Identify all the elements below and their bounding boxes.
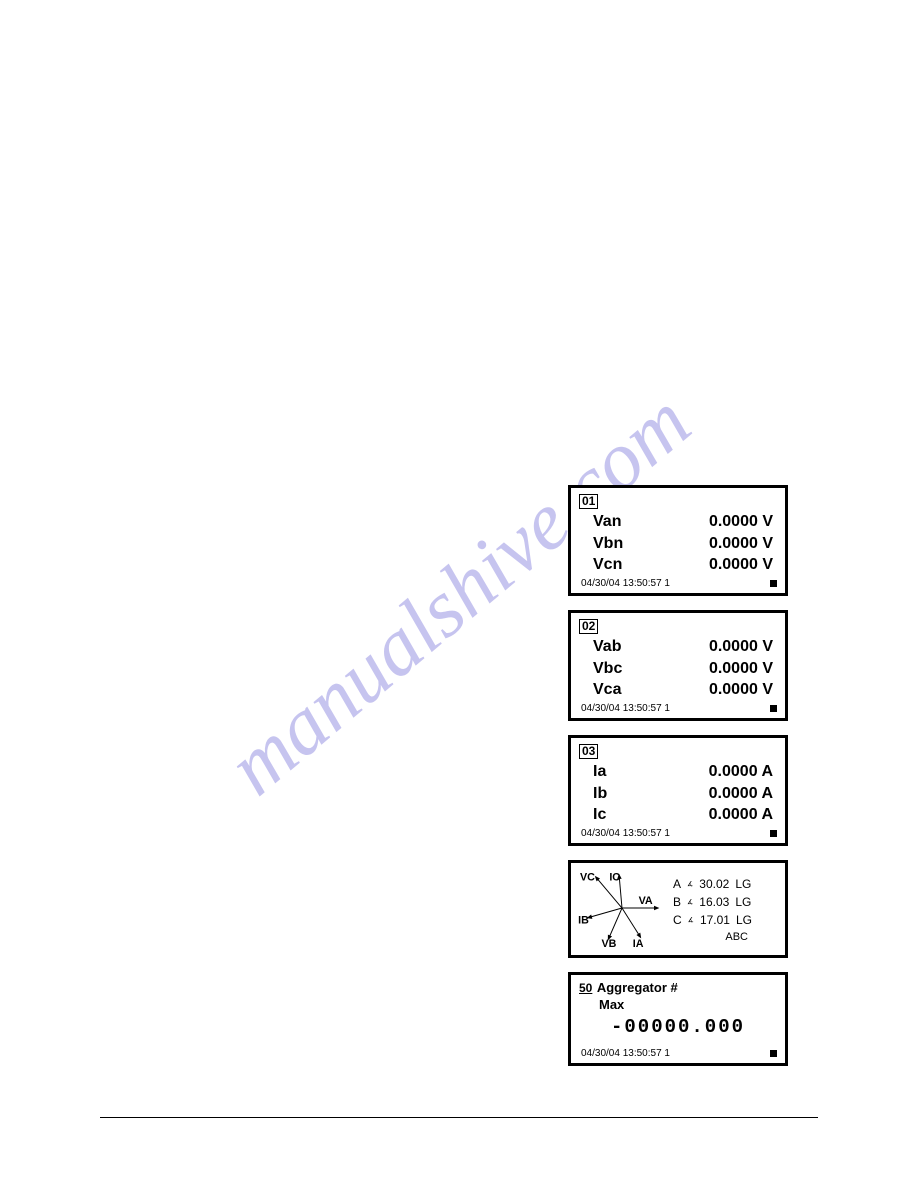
svg-text:IC: IC bbox=[609, 872, 620, 884]
row-vab: Vab0.0000 V bbox=[579, 636, 777, 658]
lg-a: LG bbox=[735, 875, 751, 893]
lg-c: LG bbox=[736, 911, 752, 929]
val-van: 0.0000 V bbox=[637, 511, 773, 533]
svg-text:IB: IB bbox=[578, 915, 589, 927]
phase-b: B bbox=[673, 893, 681, 911]
footer-02: 04/30/04 13:50:57 1 bbox=[579, 701, 777, 714]
row-vbn: Vbn0.0000 V bbox=[579, 533, 777, 555]
panels-column: 01 Van0.0000 V Vbn0.0000 V Vcn0.0000 V 0… bbox=[568, 485, 788, 1080]
val-vab: 0.0000 V bbox=[637, 636, 773, 658]
phasor-row-b: B ∡ 16.03 LG bbox=[673, 893, 752, 911]
dot-icon bbox=[770, 705, 777, 712]
phasor-diagram: VA VB VC IA IB IC bbox=[577, 869, 667, 949]
row-ic: Ic0.0000 A bbox=[579, 804, 777, 826]
svg-text:VC: VC bbox=[580, 872, 595, 884]
phasor-row-a: A ∡ 30.02 LG bbox=[673, 875, 752, 893]
val-vbn: 0.0000 V bbox=[637, 533, 773, 555]
svg-text:VB: VB bbox=[602, 938, 617, 949]
panel-01: 01 Van0.0000 V Vbn0.0000 V Vcn0.0000 V 0… bbox=[568, 485, 788, 596]
ang-a: 30.02 bbox=[699, 875, 729, 893]
svg-text:IA: IA bbox=[633, 938, 644, 949]
panel-02: 02 Vab0.0000 V Vbc0.0000 V Vca0.0000 V 0… bbox=[568, 610, 788, 721]
val-vcn: 0.0000 V bbox=[637, 554, 773, 576]
row-van: Van0.0000 V bbox=[579, 511, 777, 533]
val-ic: 0.0000 A bbox=[637, 804, 773, 826]
footer-agg: 04/30/04 13:50:57 1 bbox=[579, 1046, 777, 1059]
lbl-vbc: Vbc bbox=[593, 658, 637, 680]
lbl-vcn: Vcn bbox=[593, 554, 637, 576]
dot-icon bbox=[770, 830, 777, 837]
agg-value: -00000.000 bbox=[579, 1012, 777, 1046]
lg-b: LG bbox=[735, 893, 751, 911]
agg-sub: Max bbox=[579, 997, 777, 1012]
footer-03: 04/30/04 13:50:57 1 bbox=[579, 826, 777, 839]
row-vca: Vca0.0000 V bbox=[579, 679, 777, 701]
timestamp-02: 04/30/04 13:50:57 1 bbox=[581, 703, 670, 714]
lbl-vca: Vca bbox=[593, 679, 637, 701]
dot-icon bbox=[770, 1050, 777, 1057]
val-vbc: 0.0000 V bbox=[637, 658, 773, 680]
timestamp-03: 04/30/04 13:50:57 1 bbox=[581, 828, 670, 839]
val-ib: 0.0000 A bbox=[637, 783, 773, 805]
phase-c: C bbox=[673, 911, 682, 929]
page-rule bbox=[100, 1117, 818, 1118]
svg-text:VA: VA bbox=[639, 895, 653, 907]
abc-label: ABC bbox=[673, 929, 752, 943]
angle-sym: ∡ bbox=[688, 916, 694, 929]
ang-c: 17.01 bbox=[700, 911, 730, 929]
angle-sym: ∡ bbox=[687, 880, 693, 893]
panel-num-02: 02 bbox=[579, 619, 598, 634]
panel-aggregator: 50 Aggregator # Max -00000.000 04/30/04 … bbox=[568, 972, 788, 1066]
lbl-ib: Ib bbox=[593, 783, 637, 805]
dot-icon bbox=[770, 580, 777, 587]
panel-num-50: 50 bbox=[579, 982, 592, 995]
timestamp-01: 04/30/04 13:50:57 1 bbox=[581, 578, 670, 589]
row-vcn: Vcn0.0000 V bbox=[579, 554, 777, 576]
phasor-table: A ∡ 30.02 LG B ∡ 16.03 LG C ∡ 17.01 LG ABC bbox=[673, 875, 752, 943]
lbl-vab: Vab bbox=[593, 636, 637, 658]
footer-01: 04/30/04 13:50:57 1 bbox=[579, 576, 777, 589]
panel-phasor: VA VB VC IA IB IC A ∡ 30.02 LG B ∡ 16.03 LG C ∡ 17.01… bbox=[568, 860, 788, 958]
row-vbc: Vbc0.0000 V bbox=[579, 658, 777, 680]
panel-num-03: 03 bbox=[579, 744, 598, 759]
angle-sym: ∡ bbox=[687, 898, 693, 911]
val-ia: 0.0000 A bbox=[637, 761, 773, 783]
panel-03: 03 Ia0.0000 A Ib0.0000 A Ic0.0000 A 04/3… bbox=[568, 735, 788, 846]
lbl-van: Van bbox=[593, 511, 637, 533]
lbl-vbn: Vbn bbox=[593, 533, 637, 555]
panel-num-01: 01 bbox=[579, 494, 598, 509]
timestamp-agg: 04/30/04 13:50:57 1 bbox=[581, 1048, 670, 1059]
agg-title: Aggregator # bbox=[597, 980, 678, 995]
phasor-row-c: C ∡ 17.01 LG bbox=[673, 911, 752, 929]
lbl-ic: Ic bbox=[593, 804, 637, 826]
val-vca: 0.0000 V bbox=[637, 679, 773, 701]
ang-b: 16.03 bbox=[699, 893, 729, 911]
row-ib: Ib0.0000 A bbox=[579, 783, 777, 805]
row-ia: Ia0.0000 A bbox=[579, 761, 777, 783]
lbl-ia: Ia bbox=[593, 761, 637, 783]
phase-a: A bbox=[673, 875, 681, 893]
